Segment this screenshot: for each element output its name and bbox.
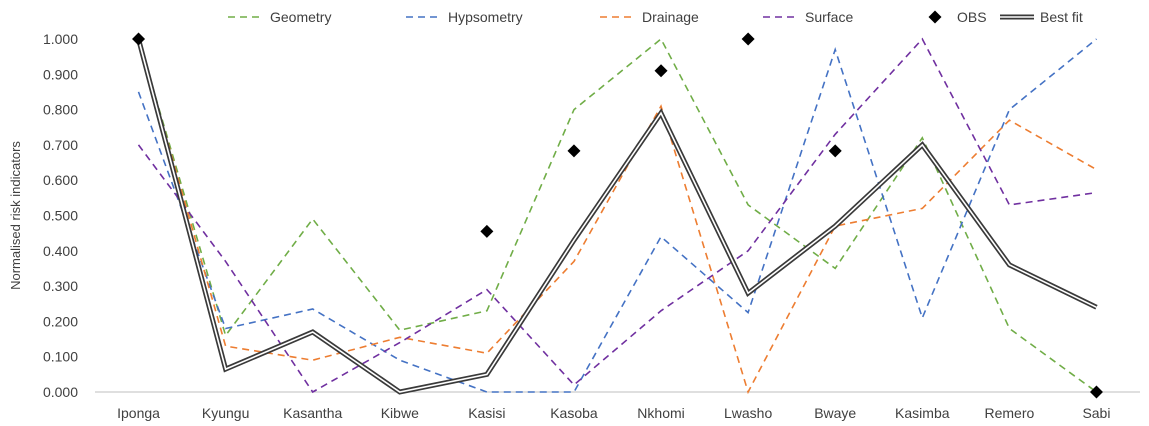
legend-item-surface: Surface [763,9,853,25]
y-tick-label: 0.500 [43,208,78,224]
obs-point [567,144,581,158]
legend-label: Best fit [1040,9,1083,25]
legend-item-drainage: Drainage [600,9,699,25]
obs-point [1089,385,1103,399]
series-line-best-fit-inner [137,38,1097,393]
x-tick-label: Kibwe [381,405,419,421]
x-tick-label: Remero [984,405,1034,421]
legend-item-best-fit: Best fit [1000,9,1083,25]
legend-item-obs: OBS [928,9,987,25]
y-tick-label: 0.400 [43,243,78,259]
series-hypsometry [137,38,1098,393]
x-tick-label: Kyungu [202,405,249,421]
x-tick-label: Kasisi [468,405,505,421]
x-axis-ticks: Iponga Kyungu Kasantha Kibwe Kasisi Kasoba Nkh… [117,405,1110,421]
legend-label: Drainage [642,9,699,25]
y-axis-ticks: 0.000 0.100 0.200 0.300 0.400 0.500 0.600 0.700… [43,31,78,400]
x-tick-label: Kasantha [283,405,342,421]
y-tick-label: 1.000 [43,31,78,47]
legend-swatch [928,10,942,24]
series-line-drainage [137,38,1097,395]
y-axis-title: Normalised risk indicators [8,141,23,290]
obs-point [480,224,494,238]
y-tick-label: 0.100 [43,349,78,365]
x-tick-label: Lwasho [724,405,772,421]
series-drainage [137,38,1097,395]
legend-label: OBS [957,9,987,25]
series-geometry [137,37,1097,393]
y-tick-label: 0.300 [43,278,78,294]
series-line-surface [137,37,1097,394]
obs-point [741,32,755,46]
x-tick-label: Sabi [1082,405,1110,421]
chart-legend: Geometry Hypsometry Drainage Surface OBS Best… [228,9,1083,25]
series-layer [132,32,1103,399]
legend-label: Surface [805,9,853,25]
y-tick-label: 0.200 [43,313,78,329]
legend-label: Hypsometry [448,9,523,25]
x-tick-label: Iponga [117,405,160,421]
obs-point [654,64,668,78]
y-tick-label: 0.600 [43,172,78,188]
y-tick-label: 0.700 [43,137,78,153]
legend-item-geometry: Geometry [228,9,331,25]
y-tick-label: 0.800 [43,102,78,118]
x-tick-label: Bwaye [814,405,856,421]
legend-label: Geometry [270,9,331,25]
y-tick-label: 0.000 [43,384,78,400]
series-line-geometry [137,37,1097,393]
x-tick-label: Kasimba [895,405,950,421]
series-surface [137,37,1097,394]
legend-item-hypsometry: Hypsometry [406,9,523,25]
series-line-best-fit-outer [136,38,1098,395]
series-line-hypsometry [137,38,1098,393]
obs-point [132,32,146,46]
x-tick-label: Nkhomi [637,405,684,421]
x-tick-label: Kasoba [550,405,598,421]
series-obs [132,32,1103,399]
series-best-fit [136,38,1098,395]
obs-point [828,144,842,158]
y-tick-label: 0.900 [43,66,78,82]
